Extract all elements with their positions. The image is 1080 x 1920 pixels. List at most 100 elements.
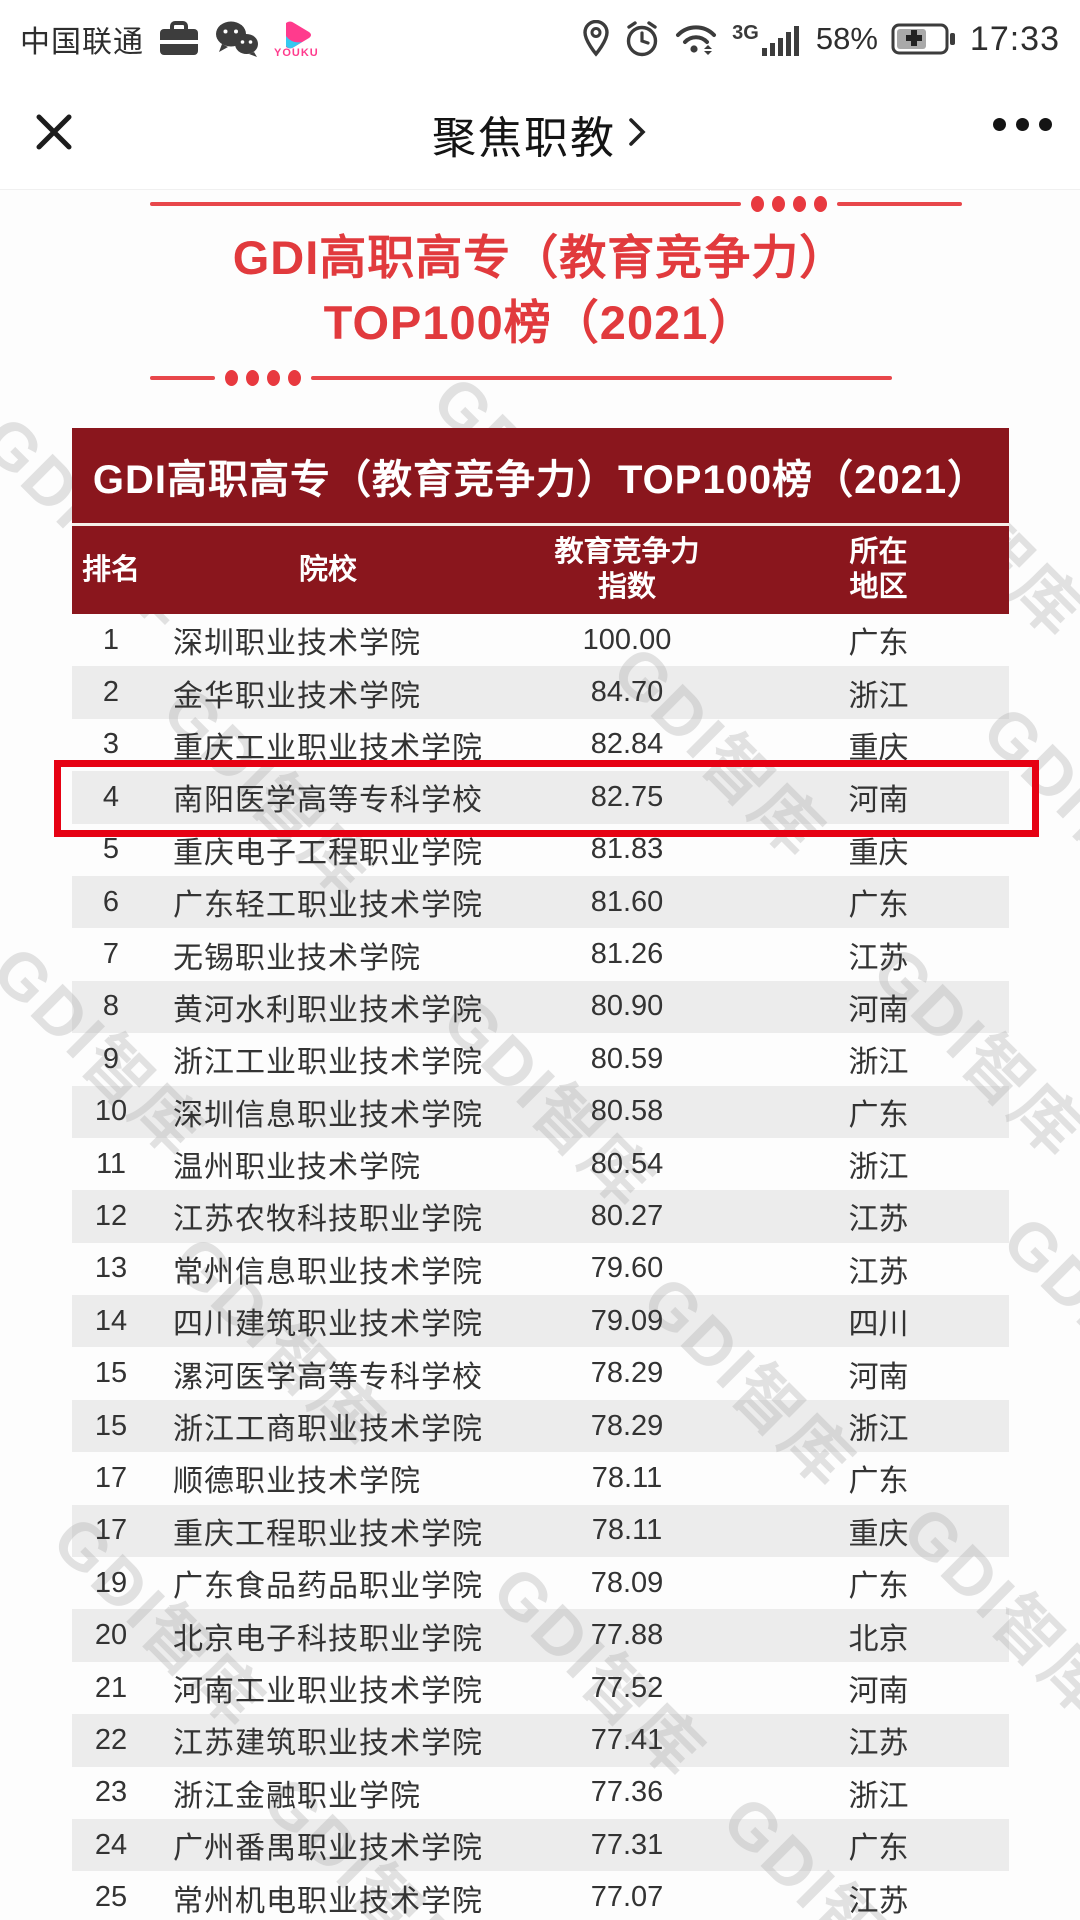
table-row: 14 四川建筑职业技术学院 79.09 四川: [72, 1295, 1009, 1348]
school-cell: 河南工业职业技术学院: [173, 1675, 483, 1708]
article-headline: GDI高职高专（教育竞争力） TOP100榜（2021）: [0, 196, 1080, 386]
index-cell: 77.36: [590, 1776, 664, 1809]
nav-bar: 聚焦职教: [0, 78, 1080, 190]
school-cell: 北京电子科技职业学院: [173, 1622, 483, 1656]
school-cell: 南阳医学高等专科学校: [173, 784, 483, 818]
rank-cell: 5: [102, 833, 120, 866]
column-header-school: 院校: [298, 553, 357, 586]
signal-strength-icon: 3G: [732, 21, 803, 57]
table-row: 22 江苏建筑职业技术学院 77.41 江苏: [72, 1714, 1009, 1767]
battery-percent-label: 58%: [815, 21, 878, 56]
headline-decoration-top: [150, 196, 962, 212]
index-cell: 80.90: [590, 990, 664, 1023]
rank-cell: 11: [95, 1147, 127, 1180]
page-title: 聚焦职教: [432, 114, 616, 163]
index-cell: 82.75: [590, 780, 664, 813]
region-cell: 广东: [848, 627, 909, 661]
school-cell: 深圳信息职业技术学院: [173, 1098, 483, 1132]
rank-cell: 25: [94, 1881, 128, 1914]
table-row: 4 南阳医学高等专科学校 82.75 河南: [54, 760, 1039, 838]
table-row: 15 浙江工商职业技术学院 78.29 浙江: [72, 1399, 1009, 1453]
school-cell: 黄河水利职业技术学院: [173, 993, 483, 1027]
wifi-icon: [673, 20, 719, 58]
region-cell: 重庆: [848, 731, 909, 765]
rank-cell: 21: [94, 1671, 128, 1704]
clock-label: 17:33: [969, 19, 1060, 58]
rank-cell: 1: [102, 623, 120, 656]
region-cell: 河南: [848, 784, 909, 818]
rank-cell: 17: [94, 1514, 128, 1547]
index-cell: 77.88: [590, 1619, 664, 1652]
region-cell: 广东: [848, 1570, 909, 1604]
youku-icon: YOUKU: [274, 20, 319, 59]
chevron-right-icon: [626, 113, 648, 156]
index-cell: 79.09: [590, 1304, 664, 1337]
location-icon: [581, 20, 611, 58]
ranking-table: GDI高职高专（教育竞争力）TOP100榜（2021） 排名 院校 教育竞争力 …: [54, 428, 1039, 1920]
carrier-label: 中国联通: [20, 26, 144, 59]
rank-cell: 10: [94, 1095, 128, 1128]
school-cell: 常州机电职业技术学院: [173, 1884, 483, 1918]
index-cell: 78.29: [590, 1409, 664, 1442]
rank-cell: 12: [94, 1199, 128, 1232]
table-body: 1 深圳职业技术学院 100.00 广东 2 金华职业技术学院 84.70 浙江…: [54, 614, 1039, 1920]
index-cell: 77.31: [590, 1828, 664, 1861]
table-title: GDI高职高专（教育竞争力）TOP100榜（2021）: [72, 428, 1009, 523]
column-header-index: 教育竞争力 指数: [554, 536, 700, 603]
table-row: 23 浙江金融职业学院 77.36 浙江: [72, 1767, 1009, 1819]
index-cell: 80.27: [590, 1199, 664, 1232]
status-bar: 中国联通: [0, 0, 1080, 78]
region-cell: 浙江: [848, 1046, 909, 1080]
rank-cell: 9: [102, 1042, 120, 1075]
column-header-region: 所在 地区: [849, 536, 908, 603]
region-cell: 北京: [848, 1622, 909, 1656]
table-row: 5 重庆电子工程职业学院 81.83 重庆: [72, 824, 1009, 876]
index-cell: 84.70: [590, 676, 664, 709]
region-cell: 江苏: [848, 941, 909, 975]
school-cell: 江苏建筑职业技术学院: [173, 1727, 483, 1761]
index-cell: 77.07: [590, 1881, 664, 1914]
school-cell: 江苏农牧科技职业学院: [173, 1203, 483, 1237]
more-icon: [993, 118, 1006, 131]
school-cell: 深圳职业技术学院: [173, 627, 421, 661]
school-cell: 漯河医学高等专科学校: [173, 1360, 483, 1394]
rank-cell: 15: [94, 1409, 128, 1442]
table-row: 21 河南工业职业技术学院 77.52 河南: [72, 1662, 1009, 1714]
status-bar-left: 中国联通: [20, 17, 319, 61]
table-row: 8 黄河水利职业技术学院 80.90 河南: [72, 980, 1009, 1034]
rank-cell: 4: [102, 780, 120, 813]
region-cell: 江苏: [848, 1203, 909, 1237]
rank-cell: 2: [102, 676, 120, 709]
rank-cell: 7: [102, 938, 120, 971]
rank-cell: 6: [102, 885, 120, 918]
more-menu-button[interactable]: [993, 118, 1052, 131]
rank-cell: 19: [94, 1566, 128, 1599]
school-cell: 广东食品药品职业学院: [173, 1570, 483, 1604]
battery-charging-icon: [891, 22, 957, 56]
status-bar-right: 3G 58% 17:33: [581, 20, 1060, 59]
article-account-button[interactable]: 聚焦职教: [432, 78, 648, 190]
region-cell: 广东: [848, 1465, 909, 1499]
region-cell: 河南: [848, 993, 909, 1027]
school-cell: 重庆工程职业技术学院: [173, 1517, 483, 1551]
index-cell: 78.11: [591, 1461, 663, 1494]
table-row: 20 北京电子科技职业学院 77.88 北京: [72, 1609, 1009, 1662]
table-row: 1 深圳职业技术学院 100.00 广东: [72, 614, 1009, 666]
table-row: 7 无锡职业技术学院 81.26 江苏: [72, 928, 1009, 980]
region-cell: 河南: [848, 1360, 909, 1394]
headline-line2: TOP100榜（2021）: [323, 296, 757, 349]
index-cell: 80.54: [590, 1147, 664, 1180]
table-row: 3 重庆工业职业技术学院 82.84 重庆: [72, 719, 1009, 771]
close-button[interactable]: [30, 110, 78, 158]
school-cell: 重庆工业职业技术学院: [173, 731, 483, 765]
table-row: 2 金华职业技术学院 84.70 浙江: [72, 666, 1009, 719]
rank-cell: 8: [102, 990, 120, 1023]
rank-cell: 3: [102, 728, 120, 761]
school-cell: 广东轻工职业技术学院: [173, 889, 483, 923]
table-row: 11 温州职业技术学院 80.54 浙江: [72, 1138, 1009, 1190]
rank-cell: 13: [94, 1252, 128, 1285]
region-cell: 浙江: [848, 1413, 909, 1447]
school-cell: 浙江工业职业技术学院: [173, 1046, 483, 1080]
wechat-icon: [214, 20, 260, 58]
index-cell: 100.00: [582, 623, 672, 656]
